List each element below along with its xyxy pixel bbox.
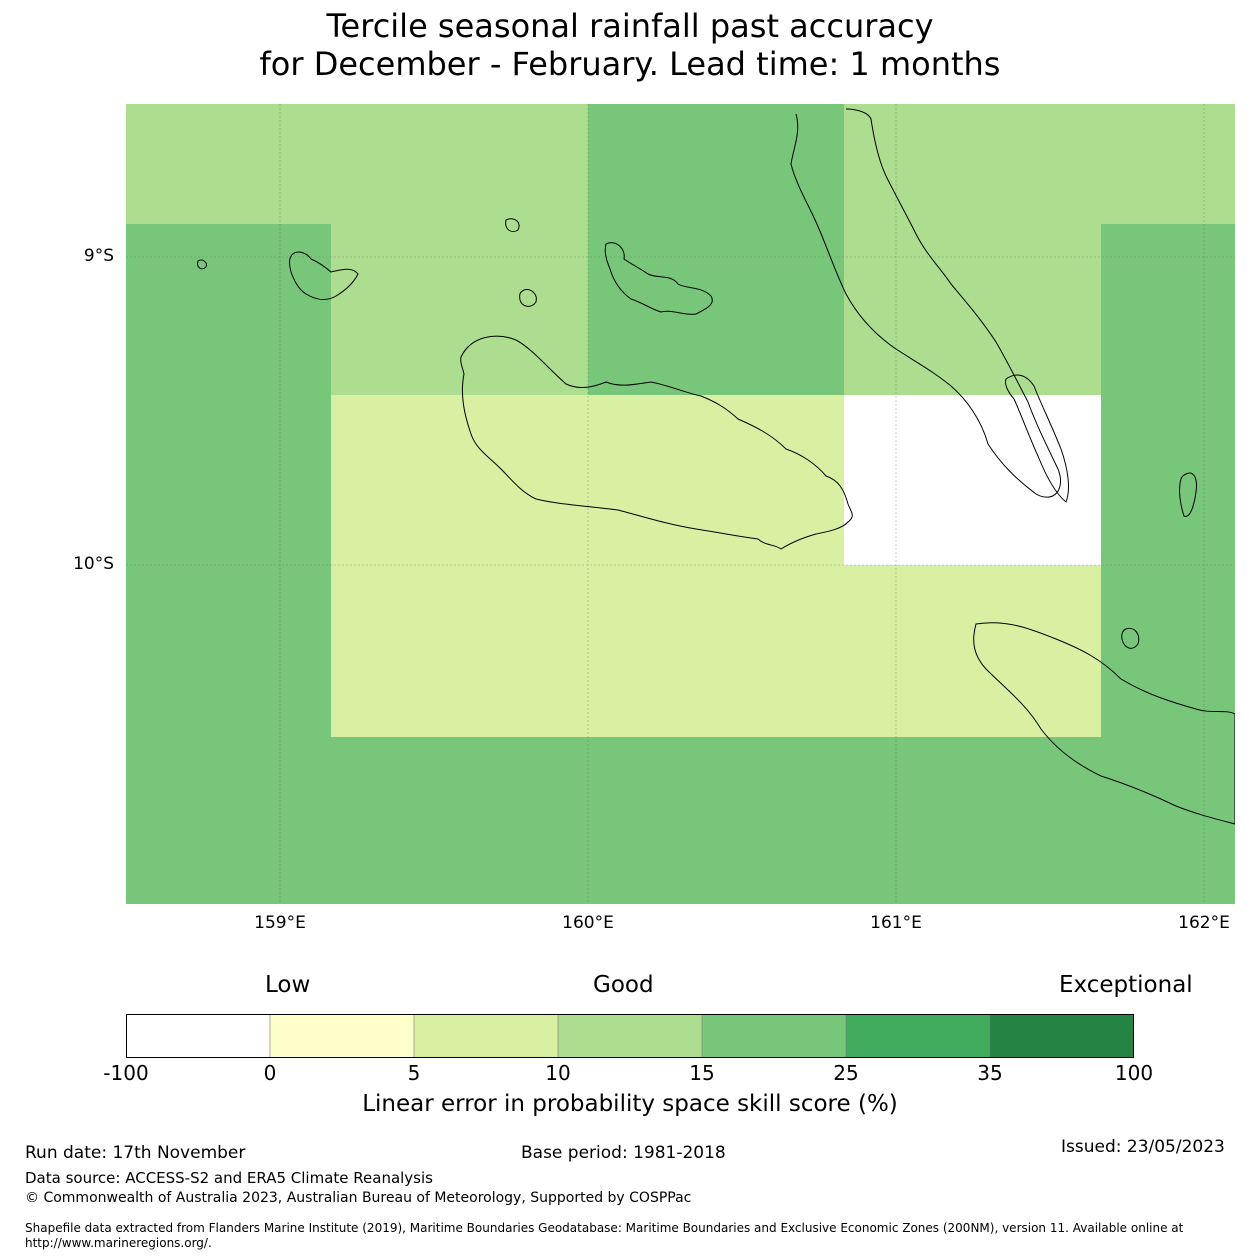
lon-label-161e: 161°E [870,913,922,933]
colorbar-bin-7 [990,1014,1134,1058]
makira-coast [973,622,1235,825]
russell-islands-coast [289,251,359,301]
colorbar [126,1014,1134,1058]
colorbar-tick: 0 [263,1061,277,1085]
data-source: Data source: ACCESS-S2 and ERA5 Climate … [25,1169,433,1187]
guadalcanal-coast [460,335,853,550]
lon-label-162e: 162°E [1178,913,1230,933]
skill-map [126,104,1235,904]
florida-islands-coast [604,242,713,315]
malaita-coast [790,108,1061,498]
colorbar-bin-3 [414,1014,558,1058]
shapefile-credit-line2: http://www.marineregions.org/. [25,1236,212,1250]
colorbar-tick: 15 [689,1061,715,1085]
colorbar-tick: 25 [833,1061,859,1085]
category-exceptional: Exceptional [1059,972,1193,998]
lat-label-9s: 9°S [83,246,114,266]
lon-label-159e: 159°E [254,913,306,933]
colorbar-tick: -100 [103,1061,149,1085]
copyright: © Commonwealth of Australia 2023, Austra… [25,1190,692,1206]
savo-coast [519,289,537,307]
colorbar-tick: 35 [977,1061,1003,1085]
run-date: Run date: 17th November [25,1143,246,1163]
region-center-top-column [588,104,844,395]
region-east-block [844,395,1101,565]
chart-title-line1: Tercile seasonal rainfall past accuracy [326,7,934,45]
chart-title-line2: for December - February. Lead time: 1 mo… [259,45,1001,83]
shapefile-credit-line1: Shapefile data extracted from Flanders M… [25,1221,1184,1235]
colorbar-tick: 100 [1114,1061,1154,1085]
colorbar-bin-5 [702,1014,846,1058]
colorbar-label: Linear error in probability space skill … [362,1091,898,1117]
base-period: Base period: 1981-2018 [521,1143,726,1163]
colorbar-bin-2 [270,1014,414,1058]
category-low: Low [265,972,311,998]
issued-date: Issued: 23/05/2023 [1061,1137,1225,1157]
small-island-1 [1121,627,1140,649]
small-island-2 [197,259,207,270]
lon-label-160e: 160°E [562,913,614,933]
colorbar-tick: 10 [545,1061,571,1085]
colorbar-bin-4 [558,1014,702,1058]
small-malaita-coast [1005,374,1069,503]
graticule [126,104,1235,904]
ulawa-coast [1179,472,1197,517]
category-good: Good [593,972,654,998]
coastlines [197,108,1235,825]
colorbar-tick: 5 [407,1061,421,1085]
lat-label-10s: 10°S [73,554,114,574]
colorbar-bin-1 [126,1014,270,1058]
colorbar-bin-6 [846,1014,990,1058]
small-island-3 [505,218,520,233]
